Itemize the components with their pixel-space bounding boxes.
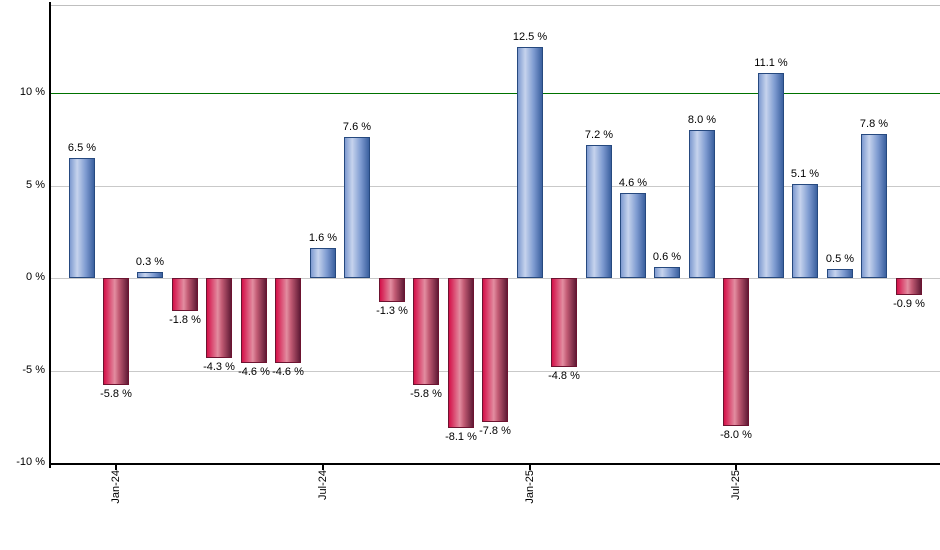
bar-25[interactable]: [896, 278, 922, 295]
bar-14[interactable]: [517, 47, 543, 278]
bar-value-label: -8.1 %: [445, 431, 477, 443]
bar-9[interactable]: [344, 137, 370, 278]
bar-6[interactable]: [241, 278, 267, 363]
bar-17[interactable]: [620, 193, 646, 278]
y-tick-label: -10 %: [16, 456, 45, 468]
bar-value-label: 1.6 %: [308, 232, 338, 244]
x-tick-label: Jul-25: [730, 470, 742, 500]
bar-18[interactable]: [654, 267, 680, 278]
bar-23[interactable]: [827, 269, 853, 278]
x-tick-mark: [529, 465, 531, 470]
bar-value-label: 12.5 %: [512, 31, 548, 43]
bar-22[interactable]: [792, 184, 818, 278]
bar-value-label: 0.5 %: [825, 253, 855, 265]
bar-12[interactable]: [448, 278, 474, 428]
bar-value-label: -1.8 %: [169, 314, 201, 326]
x-tick-label: Jan-24: [110, 470, 122, 504]
bar-value-label: 0.3 %: [135, 256, 165, 268]
bar-24[interactable]: [861, 134, 887, 278]
bar-value-label: 6.5 %: [67, 142, 97, 154]
bar-10[interactable]: [379, 278, 405, 302]
bar-13[interactable]: [482, 278, 508, 422]
bar-value-label: -8.0 %: [720, 429, 752, 441]
bar-value-label: -4.6 %: [272, 366, 304, 378]
bar-value-label: -7.8 %: [479, 425, 511, 437]
bar-4[interactable]: [172, 278, 198, 311]
gridline-5pct: [50, 186, 940, 187]
bar-3[interactable]: [137, 272, 163, 278]
bar-value-label: 8.0 %: [687, 114, 717, 126]
bar-value-label: 4.6 %: [618, 177, 648, 189]
bar-value-label: -4.8 %: [548, 370, 580, 382]
x-axis-line: [49, 463, 940, 465]
bar-7[interactable]: [275, 278, 301, 363]
bar-value-label: -4.3 %: [203, 361, 235, 373]
bar-value-label: -5.8 %: [410, 388, 442, 400]
bar-value-label: -1.3 %: [376, 305, 408, 317]
bar-value-label: -5.8 %: [100, 388, 132, 400]
x-tick-mark: [322, 465, 324, 470]
bar-20[interactable]: [723, 278, 749, 426]
bar-11[interactable]: [413, 278, 439, 385]
bar-8[interactable]: [310, 248, 336, 278]
threshold-line-10pct: [50, 93, 940, 94]
bar-value-label: 7.6 %: [342, 121, 372, 133]
bar-value-label: 5.1 %: [790, 168, 820, 180]
bar-1[interactable]: [69, 158, 95, 278]
bar-value-label: -4.6 %: [238, 366, 270, 378]
x-tick-mark: [735, 465, 737, 470]
x-tick-label: Jul-24: [317, 470, 329, 500]
bar-value-label: 7.8 %: [859, 118, 889, 130]
y-axis-line: [49, 2, 51, 468]
y-tick-label: 5 %: [26, 179, 45, 191]
x-tick-label: Jan-25: [524, 470, 536, 504]
bar-19[interactable]: [689, 130, 715, 278]
bar-value-label: -0.9 %: [893, 298, 925, 310]
bar-15[interactable]: [551, 278, 577, 367]
y-tick-label: -5 %: [22, 364, 45, 376]
bar-value-label: 0.6 %: [652, 251, 682, 263]
bar-5[interactable]: [206, 278, 232, 358]
bar-2[interactable]: [103, 278, 129, 385]
bar-21[interactable]: [758, 73, 784, 278]
bar-value-label: 7.2 %: [584, 129, 614, 141]
bar-value-label: 11.1 %: [754, 57, 788, 69]
bar-16[interactable]: [586, 145, 612, 278]
x-tick-mark: [115, 465, 117, 470]
plot-top-border: [50, 5, 940, 6]
y-tick-label: 10 %: [19, 86, 45, 98]
y-tick-label: 0 %: [26, 271, 45, 283]
